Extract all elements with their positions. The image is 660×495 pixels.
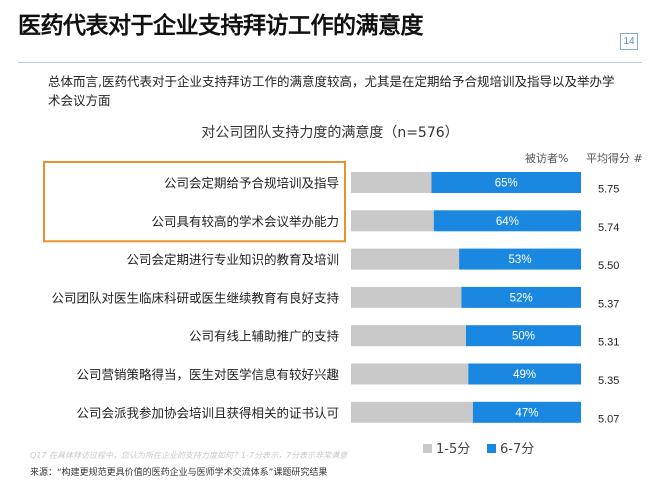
- category-label: 公司有线上辅助推广的支持: [189, 329, 339, 344]
- question-note: Q17 在具体拜访过程中，您认为所在企业的支持力度如何？1-7分表示，7分表示非…: [30, 451, 348, 460]
- bar-segment-high: [459, 248, 581, 270]
- avg-score-label: 5.37: [598, 298, 619, 310]
- legend-label-low: 1-5分: [436, 442, 471, 457]
- legend-swatch-gray: [423, 444, 432, 453]
- bar-segment-low: [351, 248, 460, 270]
- category-label: 公司会定期给予合规培训及指导: [164, 176, 339, 191]
- legend-label-high: 6-7分: [500, 442, 535, 457]
- category-label: 公司会派我参加协会培训且获得相关的证书认可: [76, 405, 339, 420]
- data-label: 49%: [513, 369, 536, 381]
- avg-score-label: 5.75: [598, 184, 619, 196]
- bar-segment-high: [431, 172, 581, 193]
- data-label: 64%: [496, 216, 519, 228]
- bar-segment-high: [461, 286, 581, 308]
- avg-score-label: 5.31: [598, 337, 619, 349]
- data-label: 53%: [509, 254, 532, 266]
- bar-segment-low: [351, 363, 469, 385]
- highlight-box: [43, 161, 346, 243]
- legend-item-high: 6-7分: [487, 438, 534, 457]
- data-label: 47%: [515, 407, 538, 419]
- column-header-respondents: 被访者%: [525, 152, 569, 165]
- legend-item-low: 1-5分: [423, 438, 470, 457]
- avg-score-label: 5.35: [598, 375, 619, 387]
- bar-segment-low: [351, 172, 432, 193]
- title-divider: [18, 62, 642, 63]
- legend-swatch-blue: [487, 444, 496, 453]
- data-label: 65%: [495, 178, 518, 190]
- bar-segment-high: [472, 401, 581, 423]
- bar-segment-high: [468, 363, 581, 385]
- page-number: 14: [620, 33, 638, 50]
- bar-segment-high: [466, 325, 581, 347]
- column-header-avg-score: 平均得分 #: [586, 152, 643, 165]
- data-label: 52%: [510, 292, 533, 304]
- bar-segment-low: [351, 210, 434, 232]
- data-label: 50%: [512, 331, 535, 343]
- avg-score-label: 5.07: [598, 413, 619, 425]
- category-label: 公司营销策略得当，医生对医学信息有较好兴趣: [76, 367, 339, 382]
- bar-segment-low: [351, 325, 466, 347]
- chart-title: 对公司团队支持力度的满意度（n=576）: [201, 125, 459, 141]
- bar-segment-high: [433, 210, 581, 232]
- category-label: 公司团队对医生临床科研或医生继续教育有良好支持: [51, 290, 339, 305]
- source-note: 来源：“构建更规范更具价值的医药企业与医师学术交流体系”课题研究结果: [30, 468, 328, 478]
- category-label: 公司会定期进行专业知识的教育及培训: [126, 252, 339, 267]
- page-title: 医药代表对于企业支持拜访工作的满意度: [18, 13, 424, 39]
- category-label: 公司具有较高的学术会议举办能力: [151, 214, 339, 229]
- avg-score-label: 5.50: [598, 260, 619, 272]
- bar-segment-low: [351, 401, 473, 423]
- avg-score-label: 5.74: [598, 222, 619, 234]
- bar-segment-low: [351, 286, 462, 308]
- summary-text: 总体而言,医药代表对于企业支持拜访工作的满意度较高，尤其是在定期给予合规培训及指…: [48, 74, 615, 108]
